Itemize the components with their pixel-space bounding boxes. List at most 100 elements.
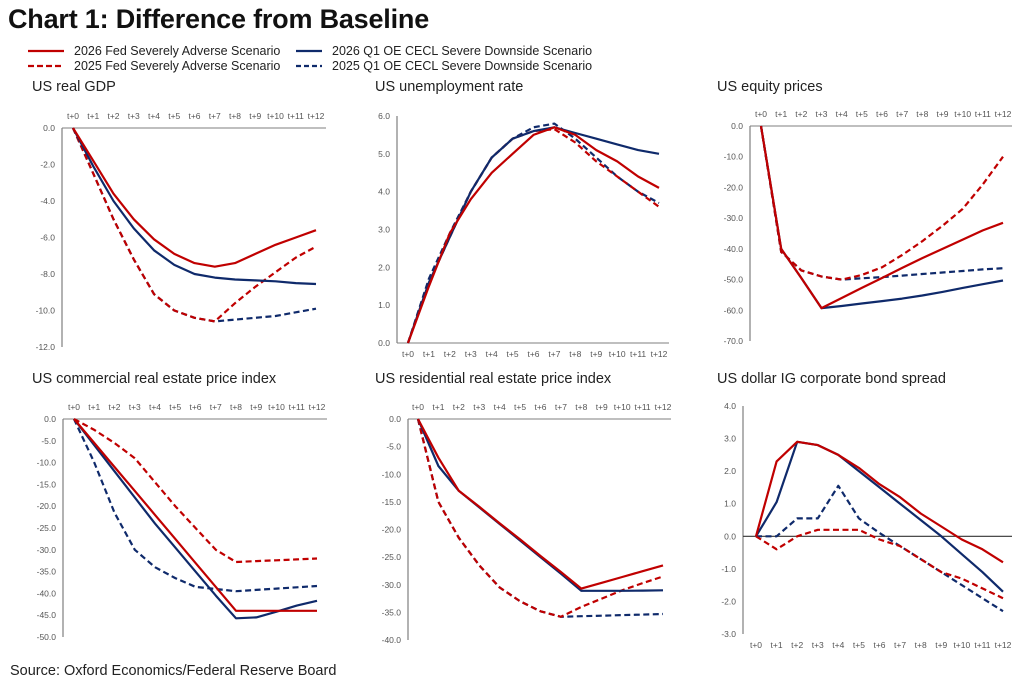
x-tick-label: t+3 bbox=[473, 402, 485, 412]
x-tick-label: t+0 bbox=[68, 402, 80, 412]
y-tick-label: -5.0 bbox=[41, 436, 56, 446]
series-line-2025-fed-severely-adverse-scenario bbox=[71, 127, 317, 323]
y-tick-label: -30.0 bbox=[382, 580, 402, 590]
x-tick-label: t+7 bbox=[896, 109, 908, 119]
x-tick-label: t+6 bbox=[527, 349, 539, 359]
series-line-2026-q1-oe-cecl-severe-downside-scenario bbox=[73, 418, 318, 620]
x-tick-label: t+2 bbox=[453, 402, 465, 412]
series-line-2025-q1-oe-cecl-severe-downside-scenario bbox=[756, 484, 1004, 613]
x-tick-label: t+11 bbox=[288, 111, 304, 121]
y-tick-label: -35.0 bbox=[382, 607, 402, 617]
x-tick-label: t+4 bbox=[494, 402, 506, 412]
y-tick-label: 0.0 bbox=[44, 414, 56, 424]
x-tick-label: t+2 bbox=[107, 111, 119, 121]
y-tick-label: -40.0 bbox=[724, 244, 744, 254]
x-tick-label: t+12 bbox=[995, 640, 1012, 650]
panel-title-residential: US residential real estate price index bbox=[375, 371, 612, 387]
x-tick-label: t+0 bbox=[755, 109, 767, 119]
x-tick-label: t+12 bbox=[995, 109, 1012, 119]
x-tick-label: t+9 bbox=[936, 109, 948, 119]
x-tick-label: t+10 bbox=[953, 640, 970, 650]
y-tick-label: 4.0 bbox=[378, 187, 390, 197]
legend-swatch-solid-blue bbox=[296, 49, 322, 53]
legend-item-2026-fed: 2026 Fed Severely Adverse Scenario bbox=[28, 44, 280, 58]
y-tick-label: -30.0 bbox=[37, 545, 57, 555]
legend-label: 2026 Q1 OE CECL Severe Downside Scenario bbox=[332, 44, 593, 58]
panel-bond-spread: 4.0 3.0 2.0 1.0 0.0 -1.0 -2.0 -3.0 t+0 t+1 t+2 t+3 t… bbox=[721, 401, 1012, 650]
x-tick-label: t+3 bbox=[465, 349, 477, 359]
x-tick-label: t+5 bbox=[169, 402, 181, 412]
y-tick-label: -50.0 bbox=[37, 632, 57, 642]
x-tick-label: t+0 bbox=[67, 111, 79, 121]
x-tick-label: t+2 bbox=[795, 109, 807, 119]
y-tick-label: 3.0 bbox=[378, 225, 390, 235]
x-tick-label: t+10 bbox=[268, 402, 285, 412]
x-tick-label: t+8 bbox=[915, 640, 927, 650]
x-tick-label: t+9 bbox=[250, 402, 262, 412]
legend-item-2025-oe: 2025 Q1 OE CECL Severe Downside Scenario bbox=[296, 59, 592, 73]
x-tick-label: t+6 bbox=[534, 402, 546, 412]
legend-item-2025-fed: 2025 Fed Severely Adverse Scenario bbox=[28, 59, 280, 73]
y-tick-label: -25.0 bbox=[37, 523, 57, 533]
x-tick-label: t+5 bbox=[853, 640, 865, 650]
x-tick-label: t+1 bbox=[87, 111, 99, 121]
y-tick-label: -30.0 bbox=[724, 213, 744, 223]
y-tick-label: 3.0 bbox=[724, 434, 736, 444]
x-tick-label: t+5 bbox=[856, 109, 868, 119]
y-tick-label: -3.0 bbox=[721, 629, 736, 639]
x-tick-label: t+9 bbox=[935, 640, 947, 650]
x-tick-label: t+7 bbox=[210, 402, 222, 412]
y-tick-label: -8.0 bbox=[40, 269, 55, 279]
y-tick-label: 0.0 bbox=[724, 531, 736, 541]
y-tick-label: 0.0 bbox=[731, 121, 743, 131]
y-tick-label: -2.0 bbox=[40, 160, 55, 170]
y-tick-label: 6.0 bbox=[378, 111, 390, 121]
x-tick-label: t+7 bbox=[555, 402, 567, 412]
x-tick-label: t+4 bbox=[486, 349, 498, 359]
y-tick-label: -40.0 bbox=[37, 588, 57, 598]
y-tick-label: -45.0 bbox=[37, 610, 57, 620]
y-tick-label: -50.0 bbox=[724, 275, 744, 285]
y-tick-label: 5.0 bbox=[378, 149, 390, 159]
legend-swatch-dashed-red bbox=[28, 64, 64, 68]
y-tick-label: -20.0 bbox=[724, 182, 744, 192]
y-tick-label: 2.0 bbox=[378, 262, 390, 272]
series-line-2025-fed-severely-adverse-scenario bbox=[73, 418, 318, 564]
y-tick-label: -10.0 bbox=[36, 306, 56, 316]
y-tick-label: -4.0 bbox=[40, 196, 55, 206]
y-tick-label: -15.0 bbox=[382, 497, 402, 507]
legend-swatch-dashed-blue bbox=[296, 64, 322, 68]
x-tick-label: t+10 bbox=[267, 111, 284, 121]
x-tick-label: t+6 bbox=[873, 640, 885, 650]
x-tick-label: t+12 bbox=[309, 402, 326, 412]
legend-swatch-solid-red bbox=[28, 49, 64, 53]
legend-label: 2025 Fed Severely Adverse Scenario bbox=[74, 59, 281, 73]
x-tick-label: t+5 bbox=[507, 349, 519, 359]
x-tick-label: t+7 bbox=[548, 349, 560, 359]
x-tick-label: t+3 bbox=[812, 640, 824, 650]
series-line-2026-fed-severely-adverse-scenario bbox=[73, 418, 317, 612]
x-tick-label: t+11 bbox=[635, 402, 651, 412]
x-tick-label: t+8 bbox=[916, 109, 928, 119]
series-line-2025-fed-severely-adverse-scenario bbox=[759, 125, 1004, 281]
y-tick-label: 4.0 bbox=[724, 401, 736, 411]
y-tick-label: -15.0 bbox=[37, 479, 57, 489]
series-line-2025-q1-oe-cecl-severe-downside-scenario bbox=[73, 418, 318, 593]
y-tick-label: -25.0 bbox=[382, 552, 402, 562]
y-tick-label: -10.0 bbox=[382, 469, 402, 479]
series-line-2025-q1-oe-cecl-severe-downside-scenario bbox=[406, 122, 660, 344]
x-tick-label: t+0 bbox=[402, 349, 414, 359]
x-tick-label: t+6 bbox=[876, 109, 888, 119]
x-tick-label: t+7 bbox=[894, 640, 906, 650]
legend-label: 2026 Fed Severely Adverse Scenario bbox=[74, 44, 281, 58]
x-tick-label: t+3 bbox=[128, 111, 140, 121]
x-tick-label: t+2 bbox=[108, 402, 120, 412]
y-tick-label: 0.0 bbox=[43, 123, 55, 133]
y-tick-label: -6.0 bbox=[40, 233, 55, 243]
x-tick-label: t+11 bbox=[630, 349, 646, 359]
x-tick-label: t+4 bbox=[832, 640, 844, 650]
legend-item-2026-oe: 2026 Q1 OE CECL Severe Downside Scenario bbox=[296, 44, 592, 58]
y-tick-label: -5.0 bbox=[386, 442, 401, 452]
x-tick-label: t+12 bbox=[655, 402, 672, 412]
